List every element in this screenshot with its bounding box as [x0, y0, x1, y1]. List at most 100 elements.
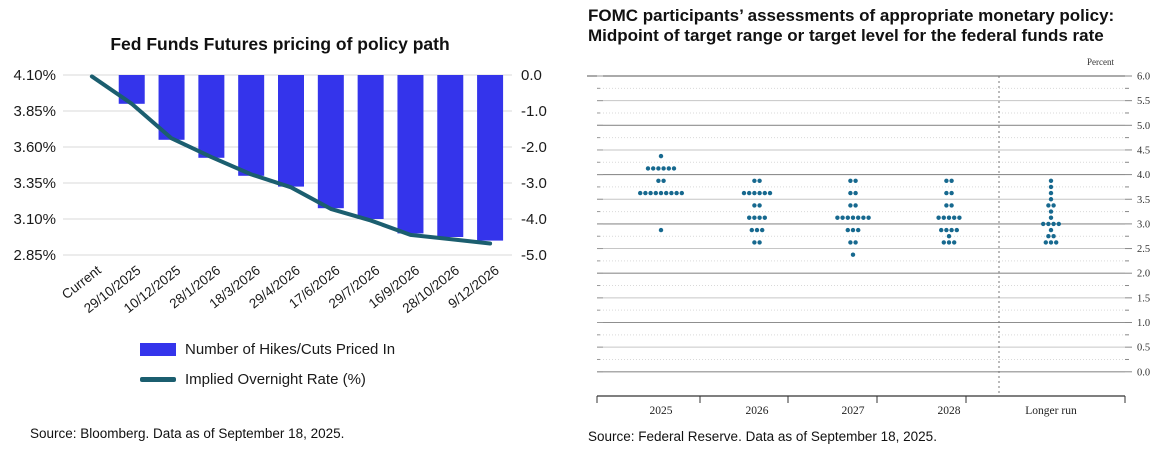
dot — [669, 190, 674, 196]
right-axis-label: -4.0 — [521, 211, 547, 228]
dot — [658, 153, 664, 159]
dot — [957, 215, 962, 220]
bar-series-swatch — [140, 343, 176, 356]
y-axis-label: 0.0 — [1137, 367, 1150, 378]
dot — [757, 190, 762, 196]
dot — [936, 215, 941, 220]
left-axis-label: 4.10% — [13, 67, 56, 84]
dot — [741, 190, 747, 196]
legend-label-implied-rate: Implied Overnight Rate (%) — [185, 371, 366, 388]
dot — [949, 227, 954, 233]
dot — [944, 227, 949, 233]
dot — [767, 190, 773, 196]
dot — [656, 178, 661, 183]
y-axis-label: 3.5 — [1137, 195, 1150, 206]
dot — [1056, 221, 1061, 227]
left-axis-label: 3.35% — [13, 175, 56, 192]
dot — [752, 240, 757, 245]
fomc-dot-plot-svg: 6.0 5.5 5.0 4.5 4.0 3.5 3.0 2.5 2.0 1.5 1.0 0.5 0.0 2… — [587, 72, 1150, 417]
fomc-dot-plot-panel: FOMC participants’ assessments of approp… — [585, 0, 1159, 450]
y-axis-label: 4.5 — [1137, 145, 1150, 156]
legend-label-hikes-cuts: Number of Hikes/Cuts Priced In — [185, 341, 396, 358]
dot — [645, 166, 651, 171]
dot — [643, 190, 648, 196]
legend-item-hikes-cuts: Number of Hikes/Cuts Priced In — [140, 341, 395, 358]
dot — [861, 215, 866, 220]
dot — [1048, 240, 1054, 245]
right-axis-label: -3.0 — [521, 175, 547, 192]
line-series-swatch — [140, 377, 176, 382]
dot — [848, 178, 853, 183]
fed-funds-futures-chart-panel: Fed Funds Futures pricing of policy path… — [0, 0, 565, 450]
left-axis-label: 3.10% — [13, 211, 56, 228]
dot — [949, 190, 954, 196]
dot — [850, 252, 856, 257]
dot — [853, 203, 858, 208]
dot — [752, 215, 757, 220]
dot — [757, 203, 762, 208]
x-axis-label: Longer run — [1025, 405, 1077, 417]
bar — [397, 75, 424, 234]
y-axis-label: 4.0 — [1137, 170, 1150, 181]
dot — [658, 190, 664, 196]
dot — [671, 166, 677, 171]
dot — [674, 190, 679, 196]
dot — [1051, 234, 1056, 239]
dot — [1051, 221, 1056, 227]
fed-funds-chart-title: Fed Funds Futures pricing of policy path — [110, 34, 450, 54]
left-axis-label: 2.85% — [13, 247, 56, 264]
y-axis-label: 0.5 — [1137, 343, 1150, 354]
dot — [944, 178, 949, 183]
bar — [198, 75, 225, 158]
dot — [946, 215, 952, 220]
dot — [747, 215, 752, 220]
dot — [757, 178, 762, 183]
dot — [1048, 184, 1054, 190]
right-axis-label: -2.0 — [521, 139, 547, 156]
dot — [747, 190, 752, 196]
dot — [666, 166, 671, 171]
fed-funds-chart-plot: 4.10% 0.0 3.85% -1.0 3.60% -2.0 3.35% -3.0 3.10%… — [13, 67, 547, 316]
dot — [944, 190, 949, 196]
y-axis-label: 2.0 — [1137, 269, 1150, 280]
y-axis-label: 5.0 — [1137, 121, 1150, 132]
dot — [853, 178, 858, 183]
dot — [848, 240, 853, 245]
dot — [762, 215, 767, 220]
right-axis-label: -1.0 — [521, 103, 547, 120]
dot — [651, 166, 656, 171]
dot — [835, 215, 840, 220]
dot — [850, 227, 856, 233]
dot — [949, 178, 954, 183]
right-axis-label: 0.0 — [521, 67, 542, 84]
dot — [954, 227, 959, 233]
dot — [661, 166, 666, 171]
dot — [757, 240, 762, 245]
dot — [949, 203, 954, 208]
dot — [1048, 190, 1054, 196]
dot — [1051, 203, 1056, 208]
bar — [477, 75, 504, 241]
dot — [946, 234, 952, 239]
x-axis-label: 2026 — [746, 405, 769, 417]
legend: Number of Hikes/Cuts Priced In Implied O… — [140, 341, 395, 388]
dot — [638, 190, 643, 196]
dot — [1048, 209, 1054, 214]
dot — [760, 227, 765, 233]
dot — [656, 166, 661, 171]
dot — [1048, 197, 1054, 202]
dot — [752, 203, 757, 208]
dot — [941, 240, 946, 245]
fomc-chart-title: FOMC participants’ assessments of approp… — [588, 6, 1115, 45]
dot — [1046, 203, 1051, 208]
y-axis-label: 3.0 — [1137, 219, 1150, 230]
dot — [856, 227, 861, 233]
left-axis-label: 3.85% — [13, 103, 56, 120]
dot — [1046, 221, 1051, 227]
bar — [278, 75, 304, 187]
bar — [238, 75, 265, 176]
y-axis-label: 1.0 — [1137, 318, 1150, 329]
legend-item-implied-rate: Implied Overnight Rate (%) — [140, 371, 395, 388]
dot — [648, 190, 653, 196]
